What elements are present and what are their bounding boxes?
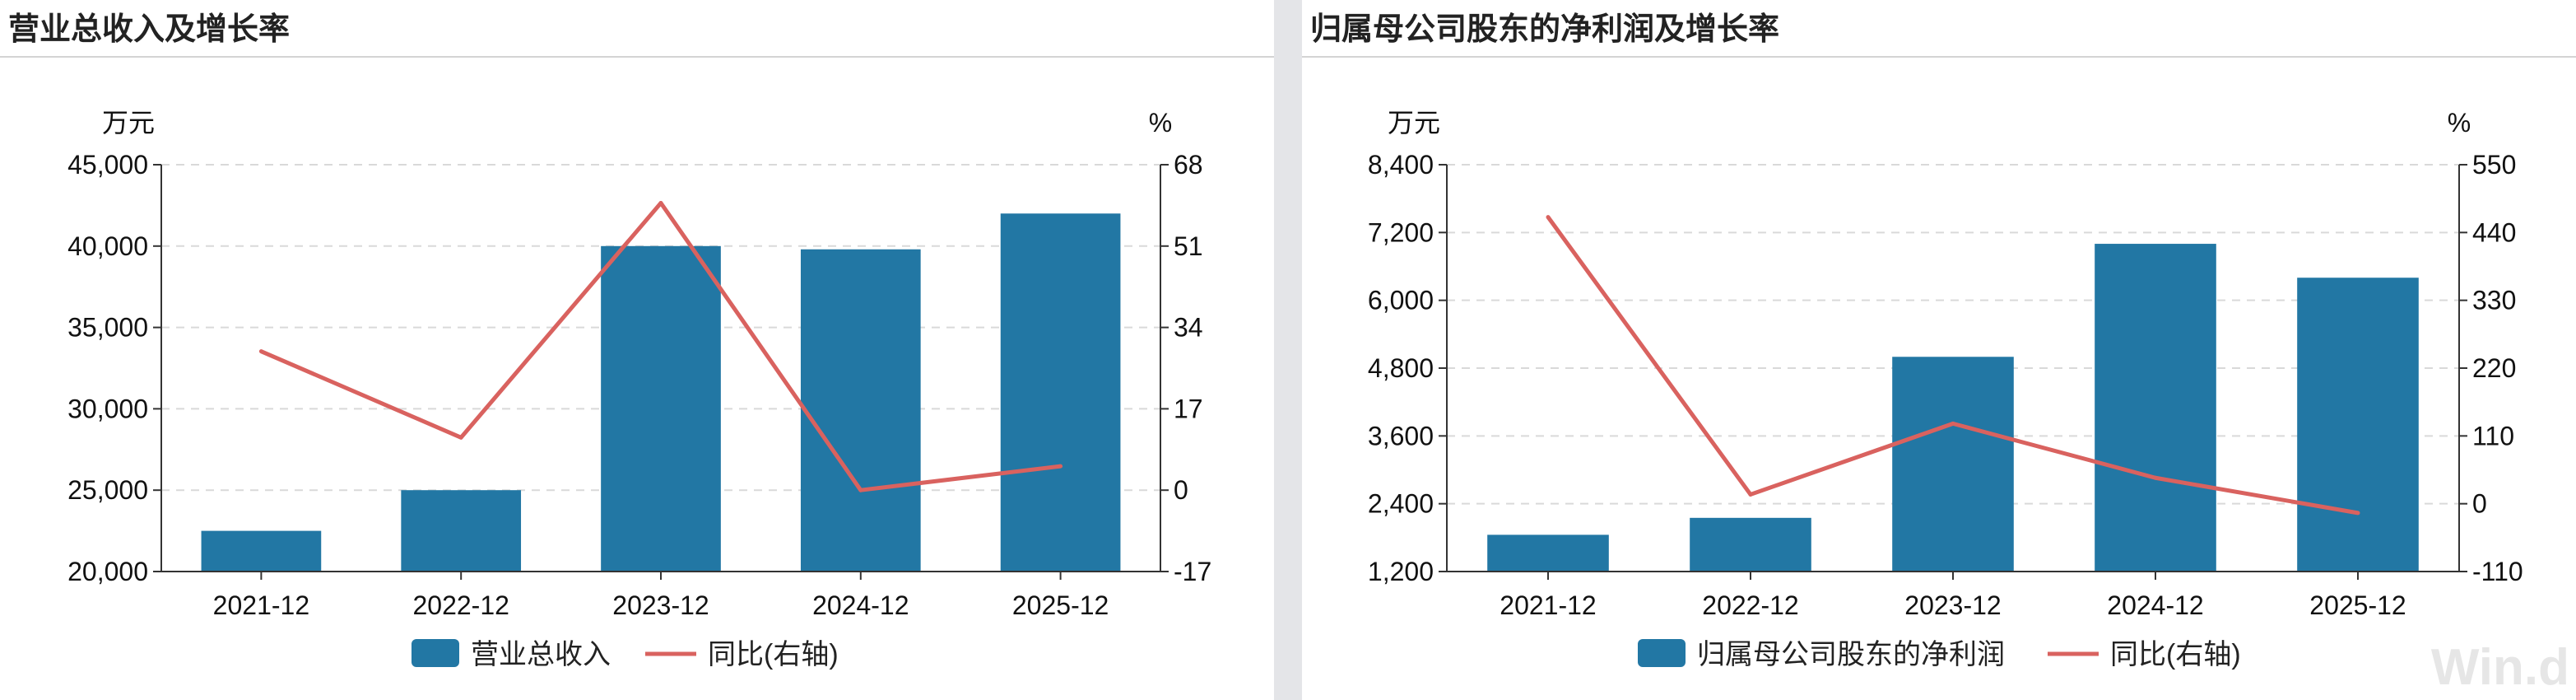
legend-line-label: 同比(右轴) [708,639,839,670]
x-axis-tick-label: 2023-12 [1904,590,2001,620]
right-axis-tick-label: 17 [1174,394,1203,423]
yoy-point-2023-12 [658,200,663,205]
left-axis-tick-label: 20,000 [67,557,148,586]
bar-2022-12 [401,490,522,572]
bar-2025-12 [1000,213,1121,572]
right-axis-tick-label: 34 [1174,313,1203,343]
yoy-point-2023-12 [1951,421,1955,426]
left-axis-tick-label: 8,400 [1368,150,1434,180]
legend-bar-label: 营业总收入 [471,639,611,670]
bar-2024-12 [2095,244,2216,572]
net-profit-chart-title: 归属母公司股东的净利润及增长率 [1310,12,1780,47]
left-axis-tick-label: 4,800 [1368,353,1434,383]
left-axis-unit: 万元 [102,108,155,138]
yoy-point-2022-12 [1748,492,1753,497]
right-axis-tick-label: 110 [2472,421,2514,450]
right-axis-tick-label: -17 [1174,557,1211,586]
left-axis-tick-label: 40,000 [67,231,148,261]
yoy-point-2025-12 [1058,464,1063,469]
left-axis-unit: 万元 [1388,108,1440,138]
x-axis-tick-label: 2022-12 [412,590,509,620]
right-axis-tick-label: 0 [2472,489,2487,519]
right-axis-tick-label: -110 [2472,557,2523,586]
legend-bar-swatch [412,639,459,667]
bar-2021-12 [201,530,322,572]
left-axis-tick-label: 45,000 [67,150,148,180]
title-divider [1302,56,2576,58]
left-axis-tick-label: 2,400 [1368,489,1434,519]
yoy-point-2024-12 [858,488,863,492]
right-axis-tick-label: 0 [1174,475,1188,505]
x-axis-tick-label: 2025-12 [2309,590,2406,620]
revenue-chart-panel: 营业总收入及增长率 20,000 25,000 30,000 35,000 40,000… [0,0,1274,700]
revenue-chart: 20,000 25,000 30,000 35,000 40,000 45,000 -17 0… [67,108,1211,670]
right-axis-unit: % [1149,108,1172,138]
x-axis-tick-label: 2024-12 [812,590,909,620]
yoy-point-2025-12 [2355,511,2360,516]
title-divider [0,56,1274,58]
yoy-point-2021-12 [258,349,263,354]
legend-bar-label: 归属母公司股东的净利润 [1697,639,2005,670]
bar-2023-12 [601,245,721,572]
bar-2021-12 [1487,534,1609,572]
bar-2025-12 [2297,278,2419,572]
right-axis-tick-label: 550 [2472,150,2516,180]
left-axis-tick-label: 35,000 [67,313,148,343]
legend-line-label: 同比(右轴) [2110,639,2241,670]
x-axis-tick-label: 2021-12 [1500,590,1596,620]
revenue-chart-title: 营业总收入及增长率 [8,12,291,47]
net-profit-chart: 1,200 2,400 3,600 4,800 6,000 7,200 8,400 -110 0… [1368,108,2523,670]
yoy-point-2024-12 [2153,475,2158,480]
left-axis-tick-label: 25,000 [67,475,148,505]
bar-2022-12 [1690,517,1811,572]
right-axis-tick-label: 330 [2472,286,2516,315]
bar-2024-12 [800,249,921,572]
x-axis-tick-label: 2024-12 [2107,590,2203,620]
x-axis-tick-label: 2022-12 [1702,590,1798,620]
right-axis-tick-label: 220 [2472,353,2516,383]
left-axis-tick-label: 6,000 [1368,286,1434,315]
left-axis-tick-label: 1,200 [1368,557,1434,586]
yoy-point-2021-12 [1546,215,1551,220]
x-axis-tick-label: 2021-12 [213,590,309,620]
wind-watermark: Win.d [2430,639,2569,696]
left-axis-tick-label: 7,200 [1368,217,1434,247]
net-profit-chart-panel: 归属母公司股东的净利润及增长率 1,200 2,400 3,600 4,800 6,00… [1302,0,2576,700]
right-axis-tick-label: 440 [2472,217,2516,247]
left-axis-tick-label: 3,600 [1368,421,1434,450]
bar-2023-12 [1892,357,2014,572]
legend-bar-swatch [1638,639,1686,667]
right-axis-unit: % [2448,108,2471,138]
right-axis-tick-label: 68 [1174,150,1203,180]
x-axis-tick-label: 2023-12 [612,590,709,620]
panel-separator [1274,0,1302,700]
left-axis-tick-label: 30,000 [67,394,148,423]
x-axis-tick-label: 2025-12 [1012,590,1109,620]
right-axis-tick-label: 51 [1174,231,1203,261]
yoy-point-2022-12 [458,435,463,440]
